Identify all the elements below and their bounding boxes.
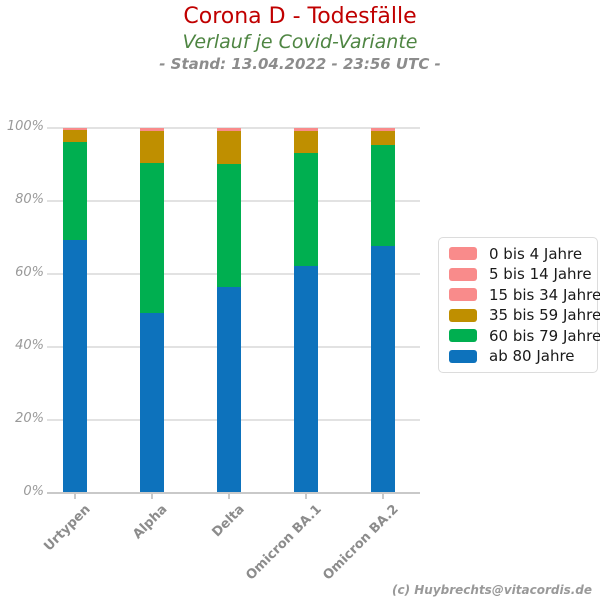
gridline (47, 127, 420, 129)
legend-swatch (449, 308, 477, 322)
bar-segment (371, 145, 395, 246)
x-axis-tick (382, 494, 384, 499)
legend: 0 bis 4 Jahre 5 bis 14 Jahre 15 bis 34 Jah… (438, 237, 600, 373)
x-axis-tick-label: Delta (209, 502, 248, 541)
y-axis-tick-label: 20% (15, 411, 44, 426)
bar-segment (294, 130, 318, 154)
x-axis-tick (74, 494, 76, 499)
copyright-credit: (c) Huybrechts@vitacordis.de (391, 583, 592, 597)
chart-title: Corona D - Todesfälle (183, 4, 417, 29)
x-axis-tick (228, 494, 230, 499)
bar-segment (217, 130, 241, 164)
legend-item: 60 bis 79 Jahre (449, 326, 600, 345)
y-axis-tick-label: 0% (23, 484, 44, 499)
bar-segment (140, 130, 164, 164)
x-axis-tick-label: Omicron BA.2 (320, 502, 402, 584)
legend-label: ab 80 Jahre (489, 347, 575, 366)
bar-segment (217, 286, 241, 493)
legend-item: 5 bis 14 Jahre (449, 265, 597, 283)
bar-segment (63, 129, 87, 142)
bar-segment (294, 153, 318, 266)
x-axis-tick (151, 494, 153, 499)
bar-segment (294, 128, 318, 131)
legend-label: 15 bis 34 Jahre (489, 285, 600, 304)
bar-segment (371, 245, 395, 493)
legend-item: 35 bis 59 Jahre (449, 306, 600, 325)
legend-label: 0 bis 4 Jahre (489, 244, 583, 263)
legend-swatch (449, 267, 477, 281)
plot-area (47, 127, 420, 499)
legend-swatch (449, 349, 477, 363)
legend-label: 35 bis 59 Jahre (489, 306, 600, 325)
x-axis-tick-label: Urtypen (41, 502, 94, 555)
bar-segment (217, 128, 241, 131)
bar-segment (217, 163, 241, 287)
chart-timestamp: - Stand: 13.04.2022 - 23:56 UTC - (159, 55, 441, 73)
legend-label: 5 bis 14 Jahre (489, 265, 592, 284)
bar-segment (140, 128, 164, 131)
x-axis-line (47, 492, 420, 494)
legend-label: 60 bis 79 Jahre (489, 326, 600, 345)
bar-segment (140, 313, 164, 493)
y-axis-tick-label: 40% (15, 338, 44, 353)
y-axis-tick-label: 100% (6, 119, 44, 134)
bar-segment (63, 128, 87, 130)
legend-item: 0 bis 4 Jahre (449, 245, 597, 263)
legend-item: 15 bis 34 Jahre (449, 285, 600, 304)
legend-swatch (449, 329, 477, 343)
chart-subtitle: Verlauf je Covid-Variante (182, 31, 418, 53)
x-axis-tick-label: Alpha (130, 502, 171, 543)
bar-segment (294, 265, 318, 493)
bar-segment (63, 141, 87, 241)
bar-segment (63, 240, 87, 493)
bar-segment (371, 128, 395, 131)
x-axis-tick (305, 494, 307, 499)
y-axis-tick-label: 80% (15, 192, 44, 207)
legend-swatch (449, 247, 477, 261)
bar-segment (371, 130, 395, 146)
x-axis-tick-label: Omicron BA.1 (243, 502, 325, 584)
legend-swatch (449, 288, 477, 302)
legend-item: ab 80 Jahre (449, 347, 597, 365)
y-axis-tick-label: 60% (15, 265, 44, 280)
bar-segment (140, 163, 164, 314)
